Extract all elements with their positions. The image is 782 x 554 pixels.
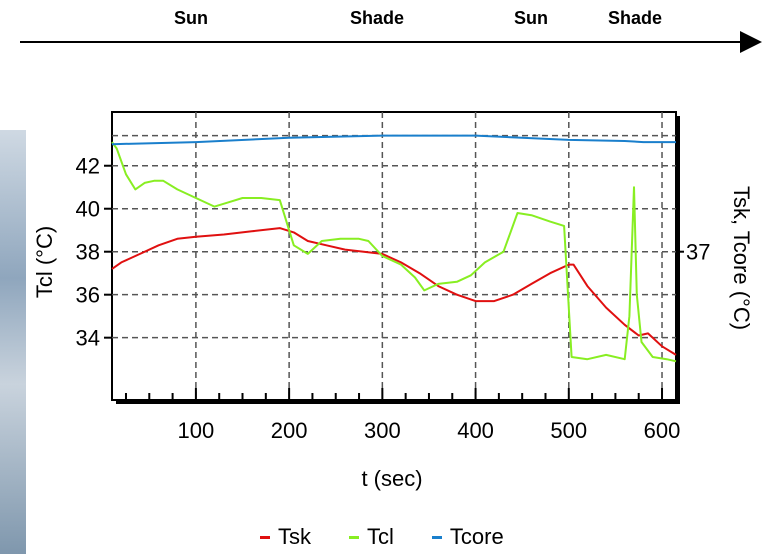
x-tick-label: 200 bbox=[271, 418, 308, 443]
x-tick-label: 500 bbox=[550, 418, 587, 443]
sky-background-strip bbox=[0, 130, 26, 554]
grid-lines bbox=[112, 112, 676, 400]
axes bbox=[104, 164, 684, 400]
legend-label-tsk: Tsk bbox=[278, 524, 311, 549]
legend-swatch-tcore bbox=[431, 535, 442, 539]
x-tick-label: 400 bbox=[457, 418, 494, 443]
plot-background bbox=[111, 111, 677, 401]
legend-label-tcore: Tcore bbox=[449, 524, 504, 549]
phase-label-sun-2: Sun bbox=[514, 8, 548, 28]
series-lines bbox=[111, 134, 677, 363]
series-line-tsk bbox=[111, 227, 677, 356]
phase-label-sun-1: Sun bbox=[174, 8, 208, 28]
y-left-tick-label: 36 bbox=[76, 283, 100, 308]
y-axis-title-right: Tsk, Tcore (°C) bbox=[729, 186, 754, 330]
y-left-tick-label: 38 bbox=[76, 240, 100, 265]
y-left-tick-label: 42 bbox=[76, 154, 100, 179]
legend-swatch-tsk bbox=[260, 535, 270, 539]
timeline-arrow bbox=[20, 31, 762, 53]
legend-item-tsk: Tsk bbox=[260, 524, 311, 550]
legend-label-tcl: Tcl bbox=[367, 524, 394, 549]
y-axis-title-left: Tcl (°C) bbox=[32, 226, 57, 298]
legend-item-tcore: Tcore bbox=[431, 524, 504, 550]
y-right-tick-label: 37 bbox=[686, 240, 710, 265]
x-tick-label: 600 bbox=[644, 418, 681, 443]
phase-label-shade-1: Shade bbox=[350, 8, 405, 28]
series-line-tcl bbox=[111, 141, 677, 363]
phase-timeline: Sun Shade Sun Shade bbox=[0, 0, 782, 80]
legend-swatch-tcl bbox=[349, 535, 359, 539]
x-tick-label: 100 bbox=[178, 418, 215, 443]
series-line-tcore bbox=[111, 134, 676, 146]
x-axis-title: t (sec) bbox=[361, 466, 422, 491]
x-tick-label: 300 bbox=[364, 418, 401, 443]
tick-labels: 100 200 300 400 500 600 34 36 38 40 42 37 bbox=[76, 154, 711, 443]
y-left-tick-label: 40 bbox=[76, 197, 100, 222]
plot-area bbox=[111, 111, 680, 404]
y-left-tick-label: 34 bbox=[76, 326, 100, 351]
phase-label-shade-2: Shade bbox=[608, 8, 663, 28]
legend-item-tcl: Tcl bbox=[349, 524, 394, 550]
chart-legend: Tsk Tcl Tcore bbox=[260, 522, 504, 552]
